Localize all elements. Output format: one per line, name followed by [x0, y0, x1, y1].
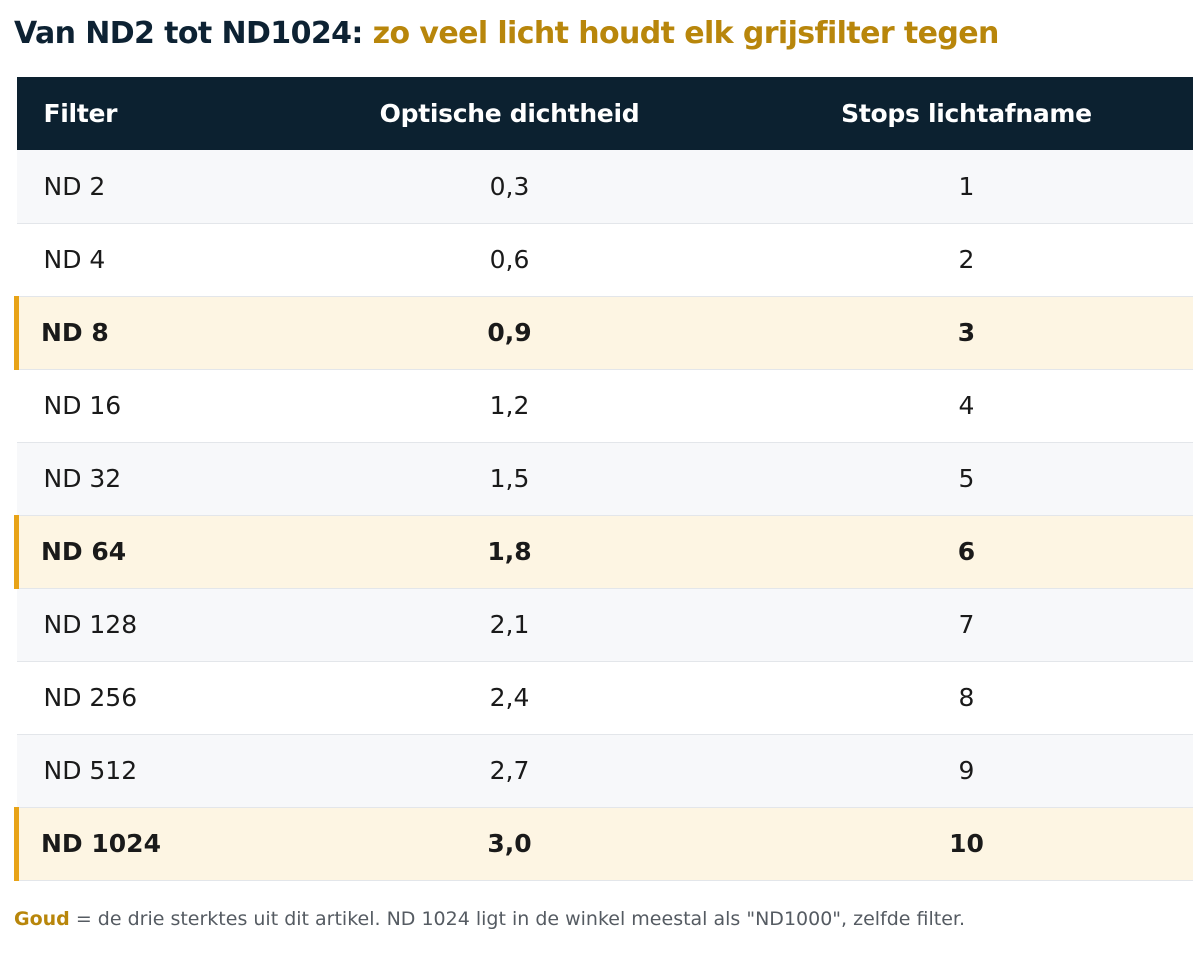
footnote-text: = de drie sterktes uit dit artikel. ND 1…: [69, 908, 966, 930]
cell-filter: ND 4: [16, 223, 279, 297]
table-row: ND 4 0,6 2: [16, 223, 1193, 297]
footnote: Goud = de drie sterktes uit dit artikel.…: [14, 904, 965, 934]
cell-filter: ND 1024: [14, 807, 279, 881]
table-header: Filter Optische dichtheid Stops lichtafn…: [16, 77, 1193, 150]
table-body: ND 2 0,3 1 ND 4 0,6 2 ND 8 0,9 3 ND 16 1,2 4 ND 32 1,…: [14, 150, 1193, 881]
cell-stops: 3: [740, 296, 1193, 370]
cell-filter: ND 256: [16, 661, 279, 735]
table-row: ND 8 0,9 3: [14, 296, 1193, 370]
cell-filter: ND 2: [16, 150, 279, 224]
cell-density: 1,5: [278, 442, 741, 516]
cell-filter: ND 8: [14, 296, 279, 370]
title-accent: zo veel licht houdt elk grijsfilter tege…: [372, 16, 1000, 51]
cell-density: 0,9: [278, 296, 741, 370]
cell-stops: 6: [740, 515, 1193, 589]
table-header-row: Filter Optische dichtheid Stops lichtafn…: [16, 77, 1193, 150]
cell-stops: 9: [740, 734, 1193, 808]
cell-stops: 7: [740, 588, 1193, 662]
title-main: Van ND2 tot ND1024:: [14, 16, 363, 51]
cell-filter: ND 512: [16, 734, 279, 808]
cell-stops: 5: [740, 442, 1193, 516]
table-row: ND 2 0,3 1: [16, 150, 1193, 224]
cell-density: 0,6: [278, 223, 741, 297]
cell-stops: 4: [740, 369, 1193, 443]
cell-filter: ND 64: [14, 515, 279, 589]
table-row: ND 32 1,5 5: [16, 442, 1193, 516]
table-row: ND 1024 3,0 10: [14, 807, 1193, 881]
page-title: Van ND2 tot ND1024: zo veel licht houdt …: [14, 14, 999, 54]
cell-density: 0,3: [278, 150, 741, 224]
table-row: ND 16 1,2 4: [16, 369, 1193, 443]
table-row: ND 64 1,8 6: [14, 515, 1193, 589]
nd-filter-table: Filter Optische dichtheid Stops lichtafn…: [14, 77, 1193, 881]
table-row: ND 128 2,1 7: [16, 588, 1193, 662]
header-optical-density: Optische dichtheid: [278, 77, 741, 150]
cell-density: 1,2: [278, 369, 741, 443]
cell-density: 2,7: [278, 734, 741, 808]
footnote-key: Goud: [14, 908, 70, 930]
header-filter: Filter: [16, 77, 279, 150]
cell-stops: 10: [740, 807, 1193, 881]
cell-filter: ND 128: [16, 588, 279, 662]
cell-filter: ND 16: [16, 369, 279, 443]
cell-density: 1,8: [278, 515, 741, 589]
table-row: ND 256 2,4 8: [16, 661, 1193, 735]
cell-filter: ND 32: [16, 442, 279, 516]
cell-stops: 2: [740, 223, 1193, 297]
cell-density: 2,1: [278, 588, 741, 662]
cell-density: 3,0: [278, 807, 741, 881]
cell-stops: 8: [740, 661, 1193, 735]
header-stops: Stops lichtafname: [740, 77, 1193, 150]
table-row: ND 512 2,7 9: [16, 734, 1193, 808]
cell-stops: 1: [740, 150, 1193, 224]
cell-density: 2,4: [278, 661, 741, 735]
